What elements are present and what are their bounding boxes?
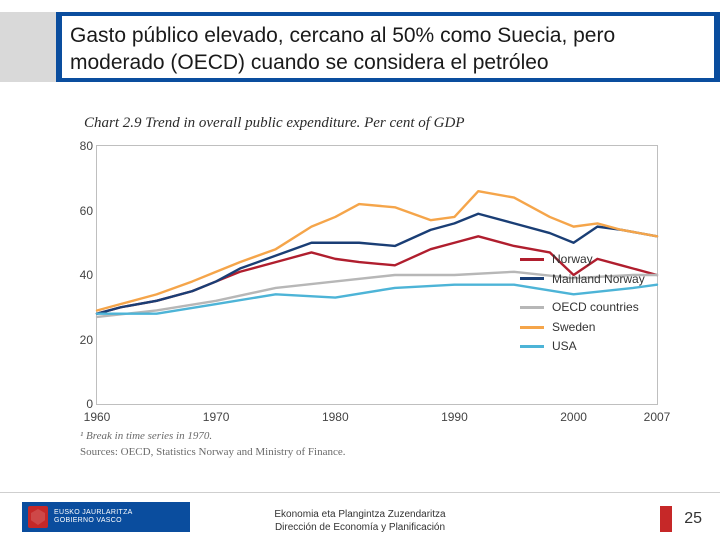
chart-legend: NorwayMainland Norway OECD countriesSwede… xyxy=(520,250,660,357)
legend-item: Sweden xyxy=(520,318,660,337)
footer-divider xyxy=(0,492,720,493)
header-grey-block xyxy=(0,12,56,82)
legend-swatch xyxy=(520,306,544,309)
page-number: 25 xyxy=(684,510,702,528)
footer-accent-bar xyxy=(660,506,672,532)
y-axis-tick: 20 xyxy=(69,333,93,347)
legend-label: Norway xyxy=(552,250,593,269)
legend-label: OECD countries xyxy=(552,298,639,317)
slide-title: Gasto público elevado, cercano al 50% co… xyxy=(70,22,710,77)
legend-item: USA xyxy=(520,337,660,356)
legend-label: USA xyxy=(552,337,577,356)
x-axis-tick: 1960 xyxy=(84,410,111,424)
legend-label: Mainland Norway xyxy=(552,270,645,289)
legend-swatch xyxy=(520,258,544,261)
slide: Gasto público elevado, cercano al 50% co… xyxy=(0,0,720,540)
legend-swatch xyxy=(520,345,544,348)
chart-sources: Sources: OECD, Statistics Norway and Min… xyxy=(80,446,346,458)
footer: EUSKO JAURLARITZA GOBIERNO VASCO Ekonomi… xyxy=(0,492,720,540)
footer-dept-line2: Dirección de Economía y Planificación xyxy=(0,521,720,534)
y-axis-tick: 60 xyxy=(69,204,93,218)
y-axis-tick: 80 xyxy=(69,139,93,153)
legend-item: Norway xyxy=(520,250,660,269)
x-axis-tick: 1980 xyxy=(322,410,349,424)
x-axis-tick: 1970 xyxy=(203,410,230,424)
header: Gasto público elevado, cercano al 50% co… xyxy=(0,12,720,82)
footer-dept-line1: Ekonomia eta Plangintza Zuzendaritza xyxy=(0,508,720,521)
chart-footnote: ¹ Break in time series in 1970. xyxy=(80,430,212,442)
legend-label: Sweden xyxy=(552,318,595,337)
footer-department: Ekonomia eta Plangintza Zuzendaritza Dir… xyxy=(0,508,720,534)
legend-item: OECD countries xyxy=(520,298,660,317)
y-axis-tick: 40 xyxy=(69,268,93,282)
legend-swatch xyxy=(520,326,544,329)
x-axis-tick: 1990 xyxy=(441,410,468,424)
y-axis-tick: 0 xyxy=(69,397,93,411)
legend-item: Mainland Norway xyxy=(520,270,660,289)
legend-swatch xyxy=(520,277,544,280)
chart-title: Chart 2.9 Trend in overall public expend… xyxy=(84,115,644,132)
x-axis-tick: 2000 xyxy=(560,410,587,424)
x-axis-tick: 2007 xyxy=(644,410,671,424)
